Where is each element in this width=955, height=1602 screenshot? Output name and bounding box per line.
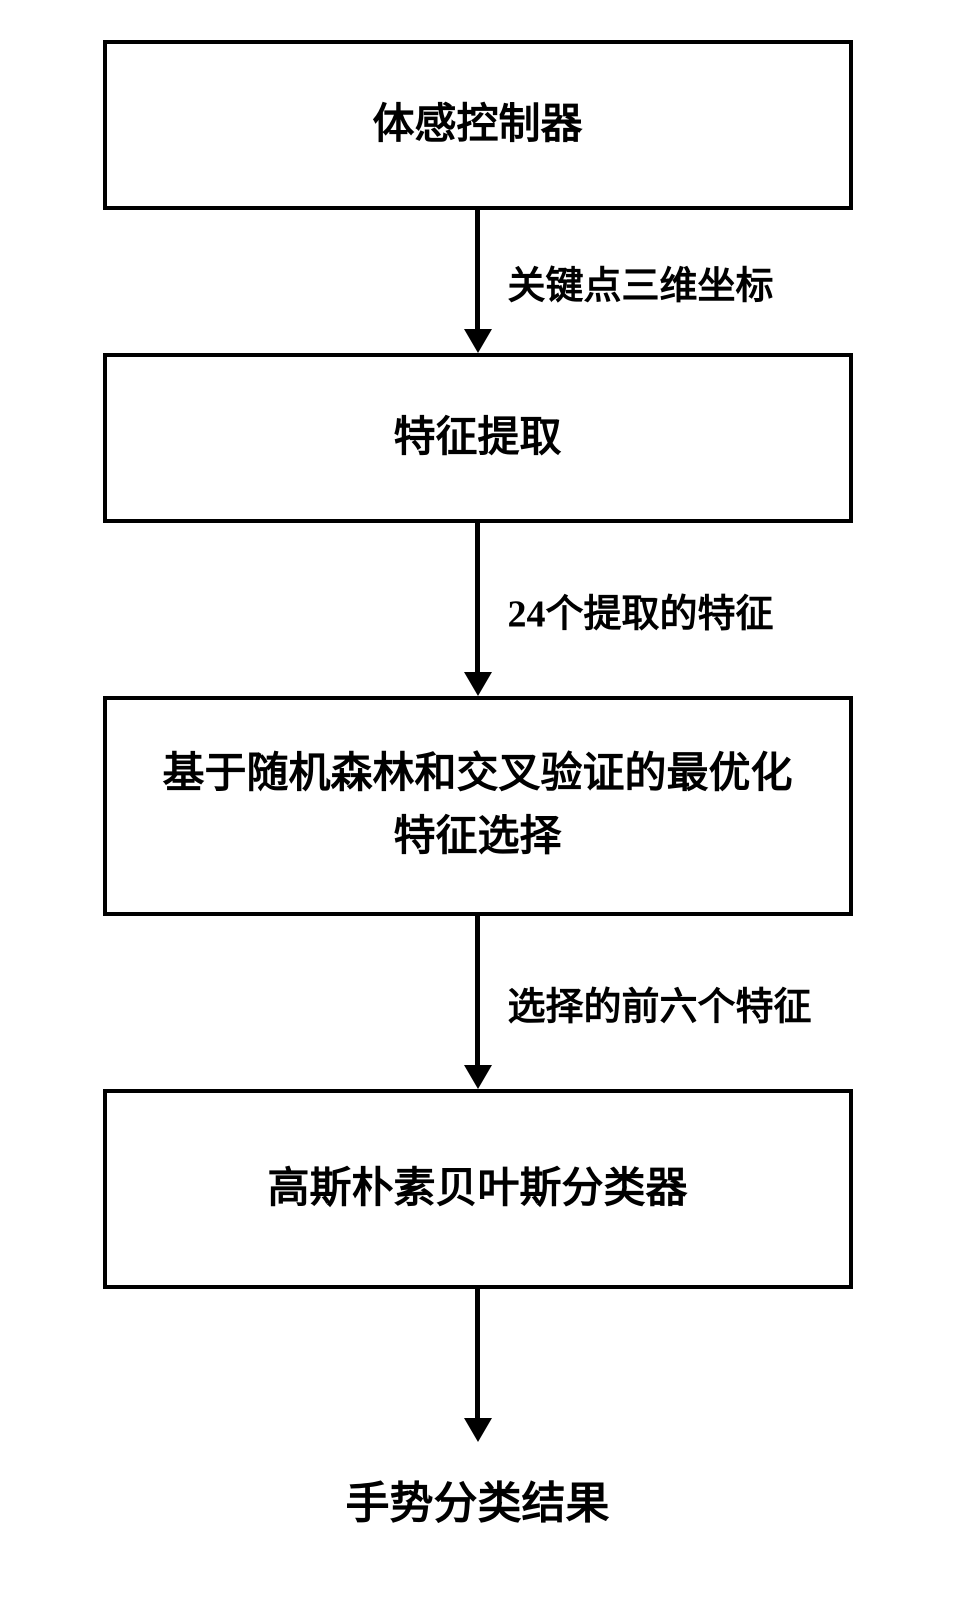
arrow-line: [475, 523, 480, 673]
node-text: 体感控制器: [372, 94, 582, 157]
edge-label-3: 选择的前六个特征: [493, 975, 812, 1030]
arrow-section-2: 24个提取的特征: [103, 523, 853, 696]
arrow-head-icon: [464, 1418, 492, 1442]
arrow-line: [475, 210, 480, 330]
edge-label-2: 24个提取的特征: [493, 582, 774, 637]
arrow-head-icon: [464, 672, 492, 696]
arrow-section-3: 选择的前六个特征: [103, 916, 853, 1089]
arrow-line: [475, 1289, 480, 1419]
node-text: 基于随机森林和交叉验证的最优化特征选择: [147, 743, 809, 869]
edge-label-1: 关键点三维坐标: [493, 254, 774, 309]
arrow-head-icon: [464, 329, 492, 353]
arrow-section-1: 关键点三维坐标: [103, 210, 853, 353]
node-text: 高斯朴素贝叶斯分类器: [267, 1158, 687, 1221]
arrow-head-icon: [464, 1065, 492, 1089]
result-label: 手势分类结果: [346, 1467, 610, 1531]
arrow-line: [475, 916, 480, 1066]
arrow-icon: [464, 210, 492, 353]
flowchart-node-4: 高斯朴素贝叶斯分类器: [103, 1089, 853, 1289]
arrow-icon: [464, 1289, 492, 1442]
flowchart-container: 体感控制器 关键点三维坐标 特征提取 24个提取的特征 基于随机森林和交叉验证的…: [103, 40, 853, 1531]
flowchart-node-1: 体感控制器: [103, 40, 853, 210]
arrow-icon: [464, 916, 492, 1089]
flowchart-node-2: 特征提取: [103, 353, 853, 523]
flowchart-node-3: 基于随机森林和交叉验证的最优化特征选择: [103, 696, 853, 916]
arrow-section-4: [103, 1289, 853, 1442]
node-text: 特征提取: [393, 407, 561, 470]
arrow-icon: [464, 523, 492, 696]
